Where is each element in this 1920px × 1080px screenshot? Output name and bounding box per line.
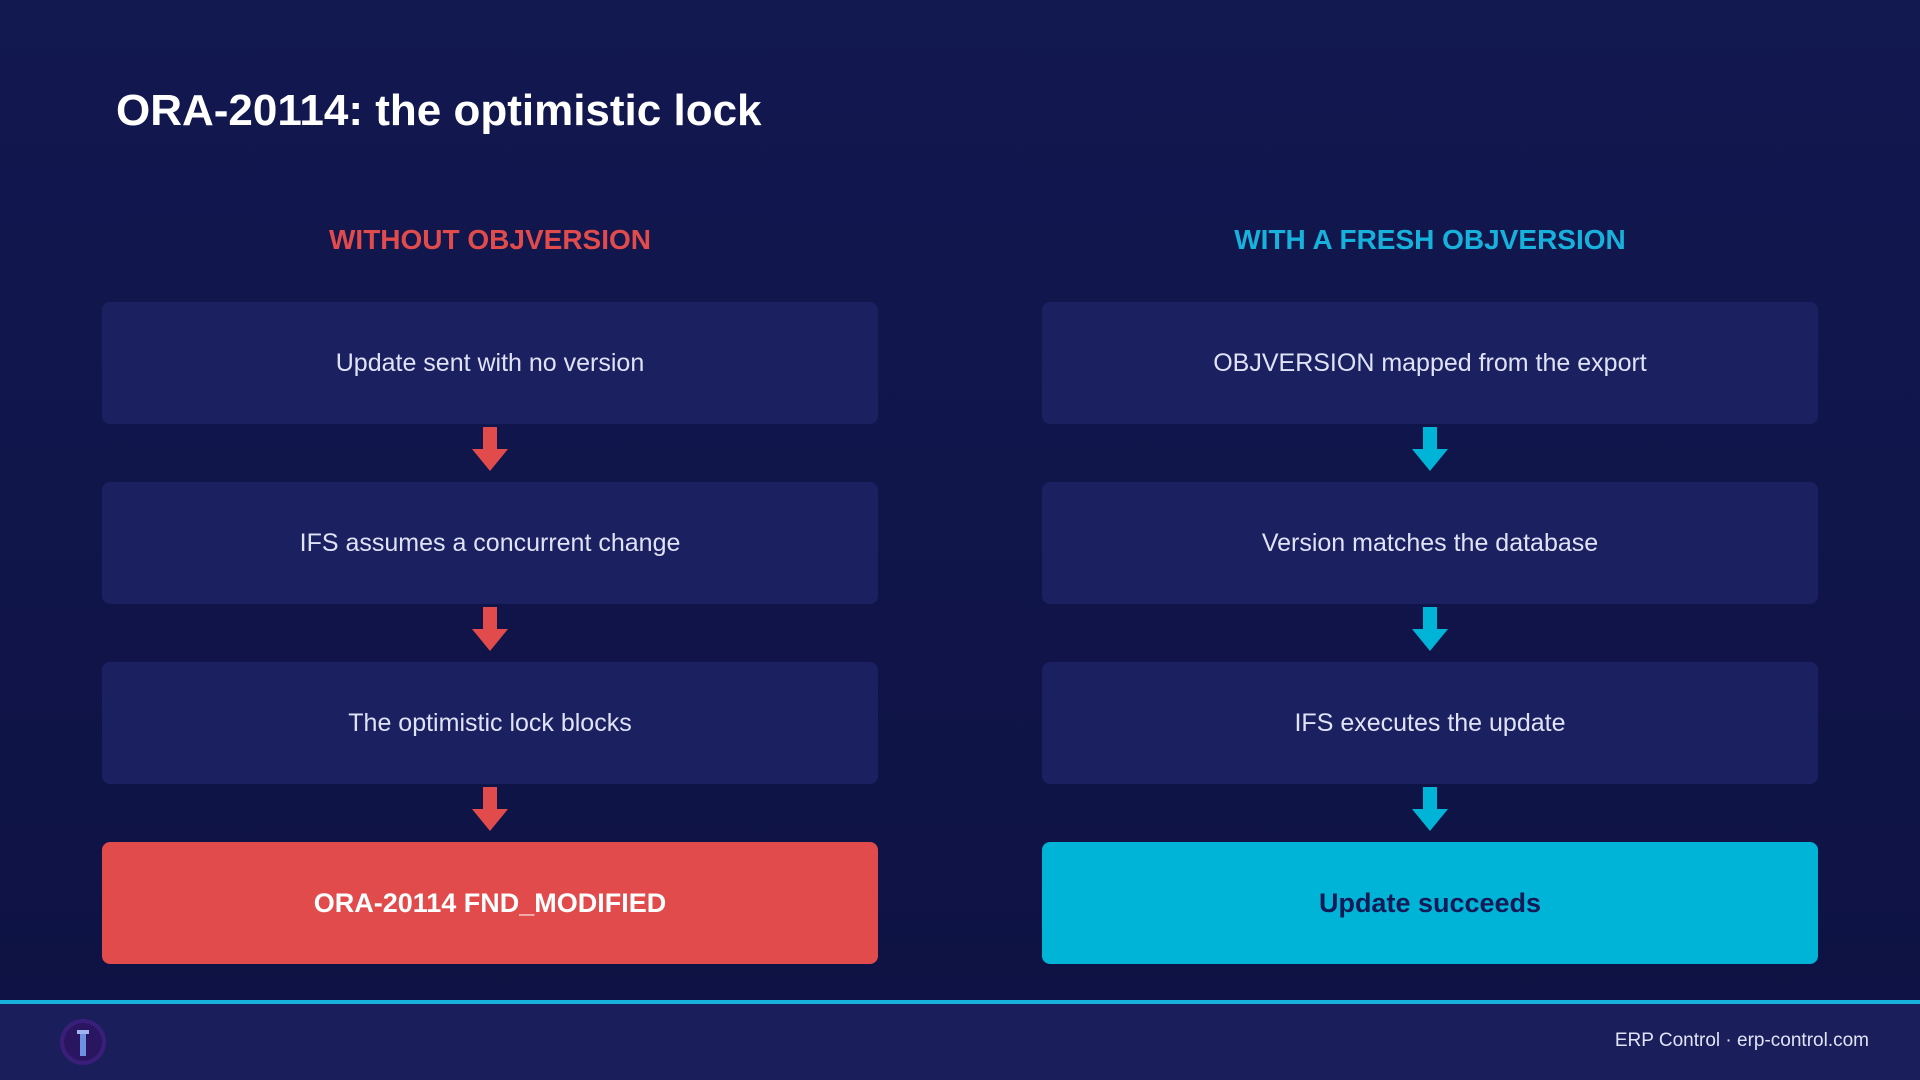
footer-text: ERP Control · erp-control.com: [1614, 1030, 1869, 1051]
step-box: IFS executes the update: [1042, 662, 1818, 784]
footer: ERP Control · erp-control.com: [0, 1000, 1920, 1080]
column-heading: WITH A FRESH OBJVERSION: [1234, 224, 1626, 255]
arrow: [1412, 787, 1448, 831]
arrow: [472, 607, 508, 651]
title: ORA-20114: the optimistic lock: [116, 86, 762, 135]
arrow: [472, 427, 508, 471]
step-box: OBJVERSION mapped from the export: [1042, 302, 1818, 424]
result-box: ORA-20114 FND_MODIFIED: [102, 842, 878, 964]
step-box: Version matches the database: [1042, 482, 1818, 604]
result-box: Update succeeds: [1042, 842, 1818, 964]
step-box: Update sent with no version: [102, 302, 878, 424]
column-heading: WITHOUT OBJVERSION: [328, 224, 651, 255]
step-box: The optimistic lock blocks: [102, 662, 878, 784]
arrow: [1412, 427, 1448, 471]
logo: [60, 1019, 106, 1065]
arrow: [472, 787, 508, 831]
step-box: IFS assumes a concurrent change: [102, 482, 878, 604]
arrow: [1412, 607, 1448, 651]
